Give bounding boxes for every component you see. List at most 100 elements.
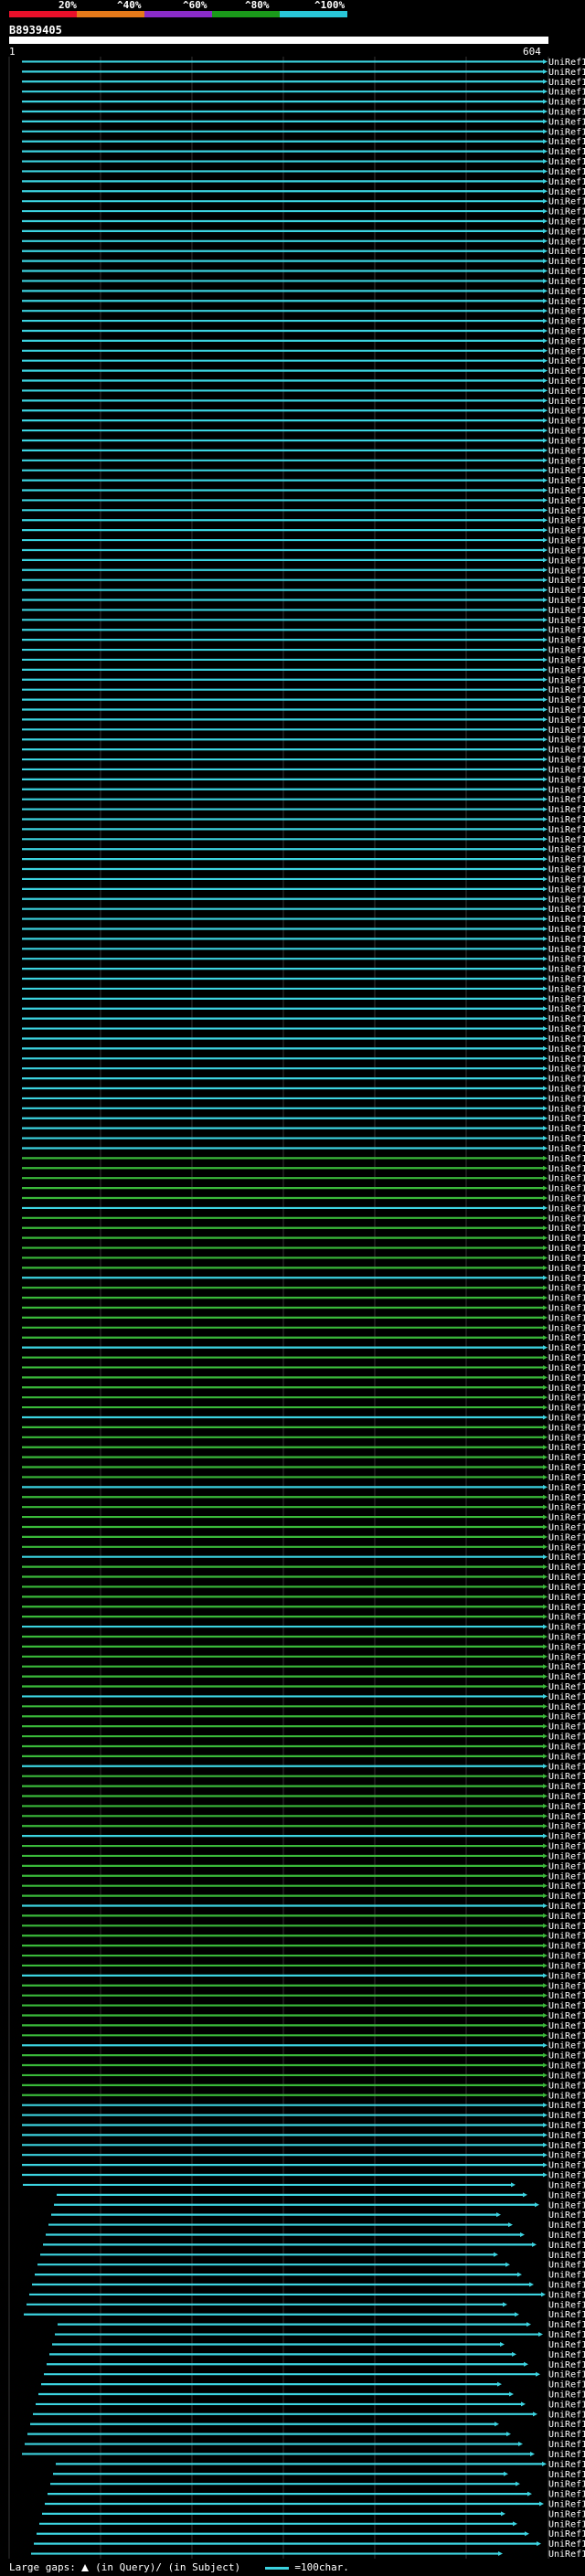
hit-label[interactable]: UniRef100_Q9R3S6 <box>548 2539 585 2549</box>
hit-row[interactable]: UniRef100_Q9ZWG7 <box>22 1692 585 1702</box>
hit-row[interactable]: UniRef100_P17673 <box>22 58 585 68</box>
hit-label[interactable]: UniRef100_Q2I184 <box>548 1154 585 1164</box>
hit-row[interactable]: UniRef100_P31333 <box>22 905 585 915</box>
hit-label[interactable]: UniRef100_Q10788 <box>548 2320 585 2330</box>
hit-label[interactable]: UniRef100_Q43874 <box>548 167 585 177</box>
hit-row[interactable]: UniRef100_A9PHQ1 <box>22 287 585 297</box>
hit-label[interactable]: UniRef100_Q9FU95 <box>548 227 585 237</box>
hit-label[interactable]: UniRef100_Q107N2 <box>548 2350 585 2360</box>
hit-row[interactable]: UniRef100_Q42815 <box>22 187 585 197</box>
hit-label[interactable]: UniRef100_Q84NG4 <box>548 1124 585 1134</box>
hit-label[interactable]: UniRef100_Q40711 <box>548 935 585 945</box>
hit-row[interactable]: UniRef100_Q9ZWH1 <box>22 1892 585 1902</box>
hit-row[interactable]: UniRef100_C1IZ19 <box>22 815 585 825</box>
hit-row[interactable]: UniRef100_P10560 <box>22 1871 585 1882</box>
hit-label[interactable]: UniRef100_Q2DTH0 <box>548 2470 585 2480</box>
hit-label[interactable]: UniRef100_P24007 <box>548 267 585 277</box>
hit-label[interactable]: UniRef100_P02179 <box>548 397 585 407</box>
hit-row[interactable]: UniRef100_P19308 <box>22 1274 585 1284</box>
hit-row[interactable]: UniRef100_A9NL36 <box>22 1522 585 1532</box>
hit-row[interactable]: UniRef100_B7FHB1 <box>22 78 585 88</box>
hit-row[interactable]: UniRef100_Q42915 <box>22 994 585 1004</box>
hit-label[interactable]: UniRef100_Q9FRZ4 <box>548 1942 585 1952</box>
hit-row[interactable]: UniRef100_P08185 <box>22 855 585 865</box>
hit-row[interactable]: UniRef100_B9T1M0 <box>22 366 585 376</box>
hit-label[interactable]: UniRef100_Q9ENL90 <box>548 2370 585 2380</box>
hit-label[interactable]: UniRef100_Q9DN45 <box>548 2440 585 2450</box>
hit-row[interactable]: UniRef100_Q9FRZ3 <box>22 2161 585 2171</box>
hit-label[interactable]: UniRef100_A7LIT5 <box>548 466 585 476</box>
hit-label[interactable]: UniRef100_Q42906 <box>548 2210 585 2221</box>
hit-label[interactable]: UniRef100_Q6R159 <box>548 2490 585 2500</box>
hit-row[interactable]: UniRef100_P07180 <box>22 646 585 656</box>
hit-label[interactable]: UniRef100_Q10783 <box>548 2190 585 2200</box>
hit-row[interactable]: UniRef100_P16031 <box>22 1682 585 1692</box>
hit-row[interactable]: UniRef100_Q31874 <box>22 736 585 746</box>
hit-label[interactable]: UniRef100_P10647 <box>548 326 585 336</box>
hit-row[interactable]: UniRef100_Q2DTH0 <box>53 2470 585 2480</box>
hit-row[interactable]: UniRef100_A2ZJQ0 <box>22 2031 585 2041</box>
hit-row[interactable]: UniRef100_Q9ZR58 <box>22 1981 585 1991</box>
hit-row[interactable]: UniRef100_Q42823 <box>22 307 585 317</box>
hit-row[interactable]: UniRef100_P10737 <box>22 626 585 636</box>
hit-row[interactable]: UniRef100_Q4DM25 <box>22 1174 585 1184</box>
hit-row[interactable]: UniRef100_A9PF55 <box>22 237 585 247</box>
hit-row[interactable]: UniRef100_Q24634 <box>22 1323 585 1333</box>
hit-label[interactable]: UniRef100_Q22497 <box>548 2111 585 2121</box>
hit-label[interactable]: UniRef100_Q84N69 <box>548 1085 585 1095</box>
hit-label[interactable]: UniRef100_Q10784 <box>548 2380 585 2390</box>
hit-row[interactable]: UniRef100_Q84N69 <box>22 1085 585 1095</box>
hit-row[interactable]: UniRef100_Q9SPE9 <box>56 2460 585 2470</box>
hit-label[interactable]: UniRef100_Q9S7Y0 <box>548 2480 585 2490</box>
hit-label[interactable]: UniRef100_Q9SN29 <box>548 1772 585 1782</box>
hit-label[interactable]: UniRef100_Q575T3 <box>548 2091 585 2101</box>
hit-row[interactable]: UniRef100_B6RM27 <box>22 1961 585 1971</box>
hit-label[interactable]: UniRef100_P04715 <box>548 695 585 705</box>
hit-row[interactable]: UniRef100_A9NK29 <box>22 1433 585 1443</box>
hit-row[interactable]: UniRef100_P00889 <box>22 1134 585 1144</box>
hit-row[interactable]: UniRef100_Q9SDY8 <box>22 1812 585 1822</box>
hit-label[interactable]: UniRef100_P08185 <box>548 855 585 865</box>
hit-label[interactable]: UniRef100_P19337 <box>548 616 585 626</box>
hit-row[interactable]: UniRef100_P20574 <box>22 606 585 616</box>
hit-row[interactable]: UniRef100_Q2DL12 <box>22 137 585 147</box>
hit-row[interactable]: UniRef100_A6F1P7 <box>22 716 585 726</box>
hit-label[interactable]: UniRef100_P19311 <box>548 1203 585 1214</box>
hit-row[interactable]: UniRef100_Q107V2 <box>52 2340 585 2350</box>
hit-label[interactable]: UniRef100_P16039 <box>548 127 585 137</box>
hit-row[interactable]: UniRef100_Q9TLH3 <box>22 1024 585 1034</box>
hit-row[interactable]: UniRef100_Q08183 <box>22 665 585 675</box>
hit-row[interactable]: UniRef100_A9PUL4 <box>22 277 585 287</box>
hit-row[interactable]: UniRef100_A9YT28 <box>22 586 585 596</box>
hit-label[interactable]: UniRef100_A1YN05 <box>548 1004 585 1014</box>
hit-label[interactable]: UniRef100_A5JPN4 <box>548 1254 585 1264</box>
hit-label[interactable]: UniRef100_A7YYW6 <box>548 1333 585 1343</box>
hit-row[interactable]: UniRef100_Q9RQ29 <box>22 1423 585 1433</box>
hit-label[interactable]: UniRef100_Q107V4 <box>548 2300 585 2310</box>
hit-row[interactable]: UniRef100_Q107V4 <box>27 2300 585 2310</box>
hit-row[interactable]: UniRef100_C0R841 <box>22 1672 585 1682</box>
hit-row[interactable]: UniRef100_B1PLM5 <box>22 984 585 994</box>
hit-label[interactable]: UniRef100_A9NK68 <box>548 1453 585 1463</box>
hit-label[interactable]: UniRef100_P26576 <box>548 407 585 417</box>
hit-label[interactable]: UniRef100_P05349 <box>548 596 585 606</box>
hit-label[interactable]: UniRef100_Q39743 <box>548 1075 585 1085</box>
hit-row[interactable]: UniRef100_A5BFS3 <box>22 2131 585 2141</box>
hit-row[interactable]: UniRef100_Q39748 <box>22 1114 585 1124</box>
hit-row[interactable]: UniRef100_Q08185 <box>22 965 585 975</box>
hit-label[interactable]: UniRef100_Q9SNW4 <box>548 2081 585 2091</box>
hit-label[interactable]: UniRef100_Q2DTJ1 <box>548 1861 585 1871</box>
hit-row[interactable]: UniRef100_B7FHK2 <box>22 117 585 127</box>
hit-row[interactable]: UniRef100_P04456 <box>22 387 585 397</box>
hit-label[interactable]: UniRef100_Q9SBL0 <box>548 1503 585 1513</box>
hit-row[interactable]: UniRef100_B6RMQ3 <box>22 1971 585 1981</box>
hit-label[interactable]: UniRef100_A9NL69 <box>548 2121 585 2131</box>
hit-row[interactable]: UniRef100_Q9ZSV7 <box>22 1563 585 1573</box>
hit-row[interactable]: UniRef100_P04715 <box>22 695 585 705</box>
hit-row[interactable]: UniRef100_P08877 <box>22 2450 585 2460</box>
hit-label[interactable]: UniRef100_A9YT27 <box>548 655 585 665</box>
hit-row[interactable]: UniRef100_Q9ZWG3 <box>22 1902 585 1912</box>
hit-row[interactable]: UniRef100_Q24045 <box>22 1294 585 1304</box>
hit-label[interactable]: UniRef100_Q9SP00 <box>548 1842 585 1852</box>
hit-row[interactable]: UniRef100_C0PFN4 <box>30 2420 585 2430</box>
